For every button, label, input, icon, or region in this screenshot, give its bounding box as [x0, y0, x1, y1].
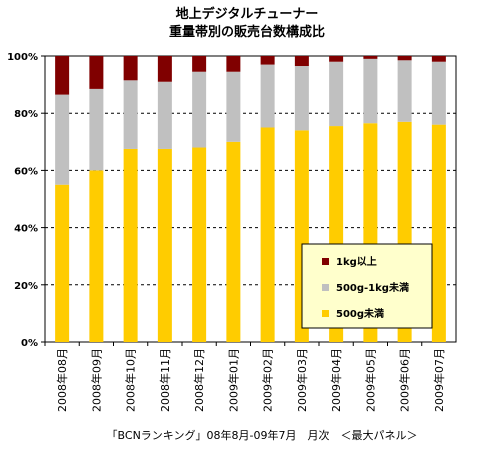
- legend-label: 500g-1kg未満: [336, 281, 409, 294]
- x-tick-label: 2008年11月: [158, 348, 172, 412]
- bar-segment-3: [294, 56, 309, 67]
- bar-segment-3: [89, 56, 104, 89]
- x-tick-label: 2009年03月: [295, 348, 309, 412]
- bar-segment-1: [431, 124, 446, 342]
- y-tick-label: 0%: [21, 338, 38, 349]
- chart-title-line2: 重量帯別の販売台数構成比: [169, 24, 325, 40]
- x-tick-label: 2009年06月: [398, 348, 412, 412]
- bar-segment-3: [397, 56, 412, 61]
- bar-segment-2: [294, 66, 309, 131]
- bar-segment-2: [329, 61, 344, 127]
- y-tick-label: 60%: [14, 166, 38, 177]
- legend: 1kg以上 500g-1kg未満 500g未満: [301, 243, 433, 329]
- bar-segment-3: [329, 56, 344, 62]
- bar-segment-2: [226, 71, 241, 142]
- legend-label: 500g未満: [336, 307, 384, 320]
- bar-segment-3: [260, 56, 275, 65]
- bar-segment-1: [123, 148, 138, 342]
- y-tick-label: 80%: [14, 109, 38, 120]
- chart-title-line1: 地上デジタルチューナー: [176, 6, 319, 22]
- bar-segment-1: [260, 127, 275, 342]
- bar-segment-2: [363, 58, 378, 124]
- bar-segment-1: [55, 184, 70, 342]
- x-tick-label: 2009年04月: [329, 348, 343, 412]
- y-tick-label: 20%: [14, 281, 38, 292]
- bar-segment-3: [192, 56, 207, 72]
- bar-segment-3: [157, 56, 172, 82]
- bar-segment-2: [89, 88, 104, 171]
- x-tick-label: 2008年09月: [89, 348, 103, 412]
- y-tick-label: 40%: [14, 224, 38, 235]
- legend-swatch: [322, 310, 329, 317]
- x-axis-ticks: 2008年08月 2008年09月 2008年10月 2008年11月 2008年12月…: [44, 342, 446, 412]
- bar-segment-3: [55, 56, 70, 95]
- legend-swatch: [322, 258, 329, 265]
- x-tick-label: 2008年10月: [124, 348, 138, 412]
- bar-segment-3: [431, 56, 446, 62]
- x-tick-label: 2009年02月: [261, 348, 275, 412]
- x-tick-label: 2009年01月: [226, 348, 240, 412]
- bar-segment-3: [363, 56, 378, 59]
- x-tick-label: 2009年07月: [432, 348, 446, 412]
- bar-segment-3: [226, 56, 241, 72]
- bar-segment-1: [157, 148, 172, 342]
- bar-segment-1: [226, 141, 241, 342]
- bar-segment-2: [397, 60, 412, 122]
- legend-label: 1kg以上: [336, 255, 377, 268]
- bar-segment-2: [123, 80, 138, 149]
- legend-swatch: [322, 284, 329, 291]
- bar-segment-2: [192, 71, 207, 148]
- bar-segment-3: [123, 56, 138, 81]
- bar-segment-2: [260, 64, 275, 128]
- bar-segment-2: [157, 81, 172, 149]
- bar-segment-1: [89, 170, 104, 342]
- bar-segment-1: [192, 147, 207, 342]
- y-tick-label: 100%: [7, 52, 38, 63]
- x-tick-label: 2009年05月: [363, 348, 377, 412]
- x-tick-label: 2008年12月: [192, 348, 206, 412]
- bar-segment-2: [431, 61, 446, 125]
- bar-segment-2: [55, 94, 70, 185]
- x-tick-label: 2008年08月: [55, 348, 69, 412]
- y-axis-ticks: 0% 20% 40% 60% 80% 100%: [7, 52, 45, 349]
- chart-footer: 「BCNランキング」08年8月-09年7月 月次 ＜最大パネル＞: [107, 428, 418, 442]
